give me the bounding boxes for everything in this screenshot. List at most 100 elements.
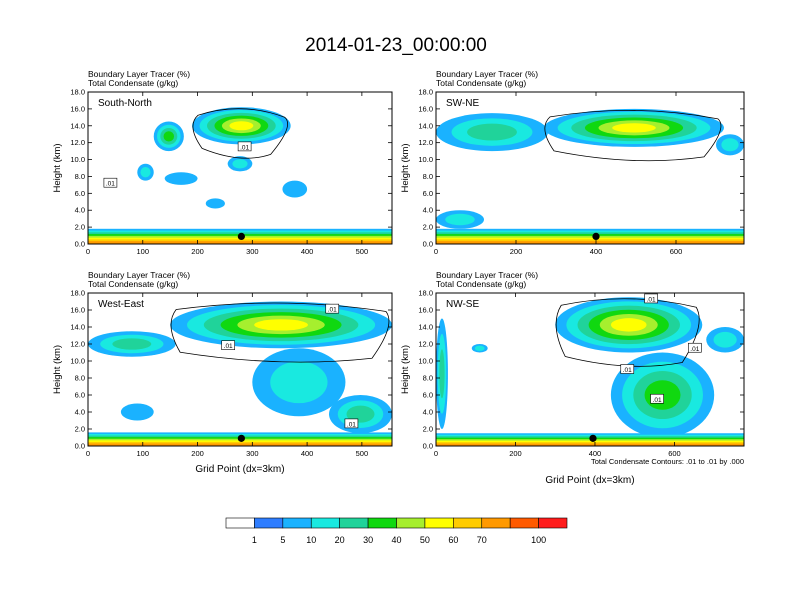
- contour-label-box: [221, 340, 235, 351]
- colorbar-swatch: [254, 517, 284, 529]
- figure-title: 2014-01-23_00:00:00: [305, 35, 487, 56]
- colorbar-swatch: [310, 517, 340, 529]
- tracer-region-3-10: [713, 331, 737, 348]
- panel-label: West-East: [98, 299, 144, 310]
- y-axis-label: Height (km): [400, 345, 411, 394]
- tracer-region-3-10: [445, 213, 475, 226]
- tracer-field: [436, 108, 744, 244]
- panel-header-condensate: Total Condensate (g/kg): [88, 279, 178, 289]
- y-tick-label: 16.0: [70, 306, 85, 315]
- y-tick-label: 2.0: [423, 223, 433, 232]
- location-marker: [237, 434, 245, 442]
- tracer-region-2-10: [140, 167, 151, 178]
- plot-frame: [435, 91, 745, 245]
- contour-label-box: [620, 364, 635, 374]
- x-tick-label: 200: [510, 247, 523, 256]
- y-tick-label: 2.0: [75, 425, 85, 434]
- contour-label: .01: [347, 421, 356, 428]
- x-tick-label: 100: [137, 449, 150, 458]
- y-tick-label: 8.0: [423, 374, 433, 383]
- y-tick-label: 14.0: [70, 121, 85, 130]
- y-tick-label: 16.0: [418, 306, 433, 315]
- panel-label: South-North: [98, 98, 152, 109]
- condensate-contour: [192, 108, 288, 159]
- panels-group: .01 .01 0 100 200 300 400 500 0.0 2.0 4.0 6.0 8.0 10.…: [52, 69, 745, 486]
- colorbar-label: 40: [391, 535, 401, 545]
- contour-label: .01: [647, 296, 656, 303]
- x-tick-label: 500: [356, 449, 369, 458]
- y-tick-label: 8.0: [423, 172, 433, 181]
- y-tick-label: 4.0: [75, 206, 85, 215]
- y-tick-label: 12.0: [70, 340, 85, 349]
- panel-header-tracer: Boundary Layer Tracer (%): [436, 270, 538, 280]
- contour-label: .01: [623, 367, 632, 374]
- colorbar-swatch: [282, 517, 312, 529]
- colorbar-label: 1: [252, 535, 257, 545]
- y-tick-label: 10.0: [418, 155, 433, 164]
- panel-1: .01 .01 0 100 200 300 400 500 0.0 2.0 4.0 6.0 8.0 10.…: [52, 69, 393, 256]
- colorbar-swatch: [538, 517, 568, 529]
- tracer-band-7-70: [88, 241, 392, 244]
- y-axis-label: Height (km): [400, 143, 411, 192]
- x-tick-label: 100: [137, 247, 150, 256]
- condensate-contour: [544, 109, 722, 162]
- tracer-region-6-5: [282, 180, 308, 198]
- colorbar-swatch: [509, 517, 539, 529]
- tracer-region-4-10: [232, 159, 248, 169]
- y-tick-label: 2.0: [75, 223, 85, 232]
- x-tick-label: 300: [246, 449, 259, 458]
- panel-2: 0 200 400 600 0.0 2.0 4.0 6.0 8.0 10.0 12.0 14.0 16.…: [400, 69, 745, 256]
- x-tick-label: 0: [86, 449, 90, 458]
- tracer-region-0-50: [612, 123, 656, 133]
- y-tick-label: 10.0: [418, 357, 433, 366]
- colorbar-label: 100: [531, 535, 546, 545]
- contour-label: .01: [224, 343, 233, 350]
- contour-label: .01: [328, 307, 337, 314]
- contour-label-box: [688, 342, 702, 353]
- plot-frame: [87, 292, 393, 447]
- colorbar-swatch: [481, 517, 511, 529]
- x-axis-label: Grid Point (dx=3km): [195, 464, 284, 475]
- x-tick-label: 400: [301, 247, 314, 256]
- colorbar-label: 10: [306, 535, 316, 545]
- contour-label: .01: [240, 144, 249, 151]
- colorbar-swatch: [424, 517, 454, 529]
- y-tick-label: 12.0: [70, 138, 85, 147]
- colorbar-swatch: [225, 517, 255, 529]
- tracer-band-5-70: [436, 443, 744, 446]
- tracer-band-4-70: [436, 241, 744, 244]
- y-axis-label: Height (km): [52, 345, 63, 394]
- tracer-region-0-50: [229, 121, 254, 131]
- plot-frame: [87, 91, 393, 245]
- tracer-region-2-10: [270, 361, 328, 404]
- colorbar-label: 30: [363, 535, 373, 545]
- tracer-region-1-20: [112, 338, 152, 350]
- colorbar-label: 5: [280, 535, 285, 545]
- y-tick-label: 6.0: [75, 189, 85, 198]
- x-tick-label: 0: [434, 247, 438, 256]
- x-tick-label: 0: [434, 449, 438, 458]
- tracer-region-4-5: [120, 403, 154, 421]
- y-tick-label: 18.0: [70, 289, 85, 298]
- contour-label: .01: [653, 397, 662, 404]
- contour-label: .01: [106, 181, 115, 188]
- colorbar-label: 70: [477, 535, 487, 545]
- y-tick-label: 14.0: [70, 323, 85, 332]
- x-axis-label: Grid Point (dx=3km): [545, 475, 634, 486]
- tracer-region-4-10: [474, 345, 485, 351]
- y-tick-label: 8.0: [75, 172, 85, 181]
- y-axis-label: Height (km): [52, 143, 63, 192]
- tracer-region-1-20: [467, 123, 517, 141]
- x-tick-label: 200: [191, 449, 204, 458]
- y-tick-label: 2.0: [423, 425, 433, 434]
- x-tick-label: 400: [301, 449, 314, 458]
- y-tick-label: 18.0: [418, 88, 433, 97]
- y-tick-label: 18.0: [418, 289, 433, 298]
- tracer-region-1-30: [163, 131, 175, 142]
- tracer-region-5-5: [205, 198, 225, 209]
- tracer-field: .01 .01 .01: [88, 301, 392, 446]
- y-tick-label: 16.0: [70, 104, 85, 113]
- tracer-field: .01 .01 .01 .01: [436, 293, 744, 446]
- contour-label-box: [344, 418, 359, 429]
